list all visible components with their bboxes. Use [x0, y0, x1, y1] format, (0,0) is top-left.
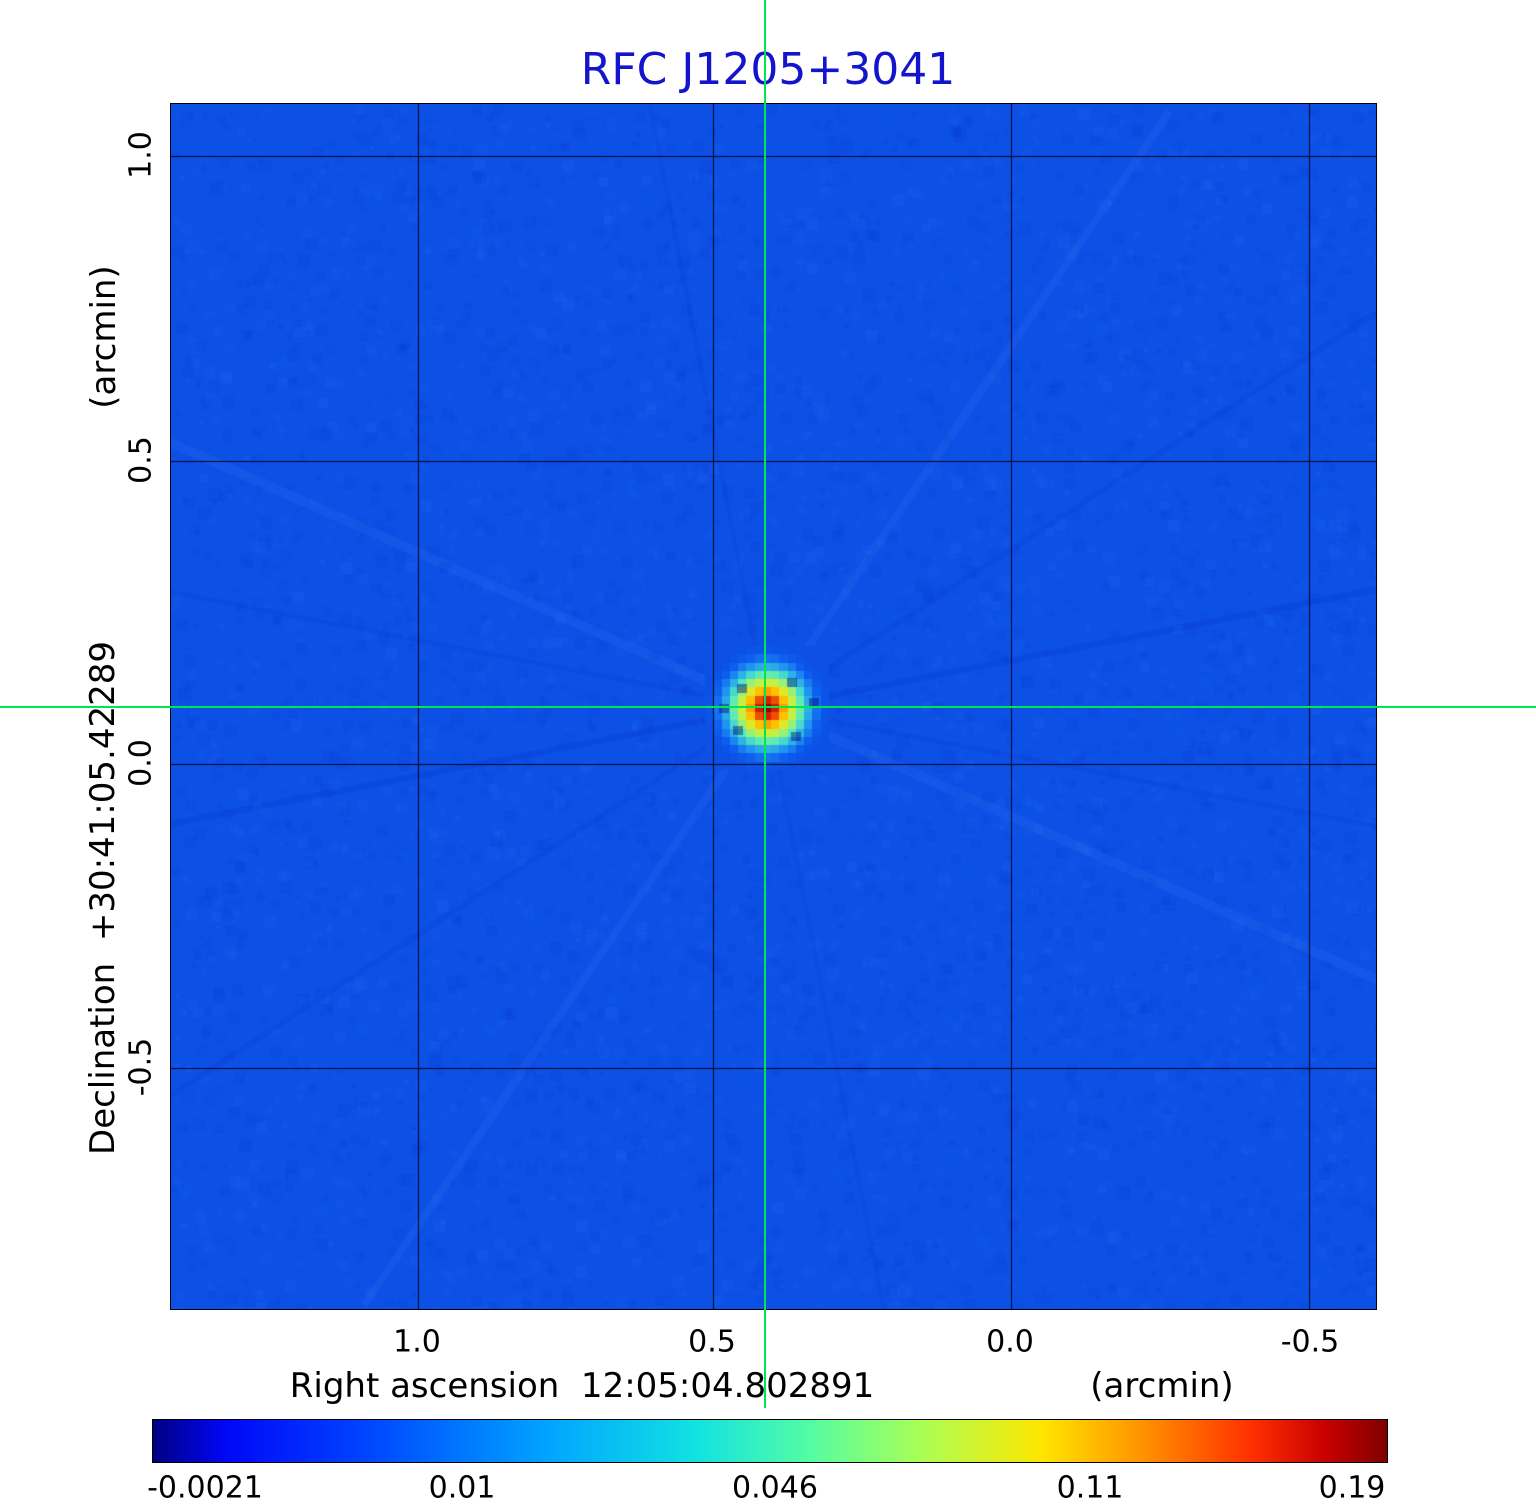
y-tick-label: -0.5	[124, 1038, 159, 1097]
x-axis-unit-label: (arcmin)	[1090, 1366, 1233, 1406]
x-tick-label: 1.0	[393, 1325, 441, 1360]
y-axis-unit-label: (arcmin)	[84, 265, 124, 408]
y-tick-label: 0.5	[124, 436, 159, 484]
x-tick-label: -0.5	[1281, 1325, 1340, 1360]
crosshair-vertical-line	[764, 0, 766, 1408]
x-tick-label: 0.5	[688, 1325, 736, 1360]
figure: RFC J1205+3041 (arcmin) 1.0 0.5 0.0 -0.5…	[0, 0, 1536, 1511]
x-tick-label: 0.0	[986, 1325, 1034, 1360]
y-tick-label: 0.0	[124, 739, 159, 787]
colorbar-tick-label: 0.19	[1319, 1471, 1386, 1506]
x-axis-title: Right ascension 12:05:04.802891	[290, 1366, 874, 1406]
colorbar-tick-label: 0.01	[429, 1471, 496, 1506]
colorbar-gradient	[153, 1420, 1387, 1462]
y-axis-title: Declination +30:41:05.42289	[83, 641, 123, 1155]
colorbar	[152, 1419, 1388, 1463]
colorbar-tick-label: 0.11	[1057, 1471, 1124, 1506]
colorbar-tick-label: 0.046	[732, 1471, 818, 1506]
figure-title: RFC J1205+3041	[0, 44, 1536, 95]
colorbar-tick-label: -0.0021	[147, 1471, 263, 1506]
y-tick-label: 1.0	[124, 131, 159, 179]
crosshair-horizontal-line	[0, 706, 1536, 708]
